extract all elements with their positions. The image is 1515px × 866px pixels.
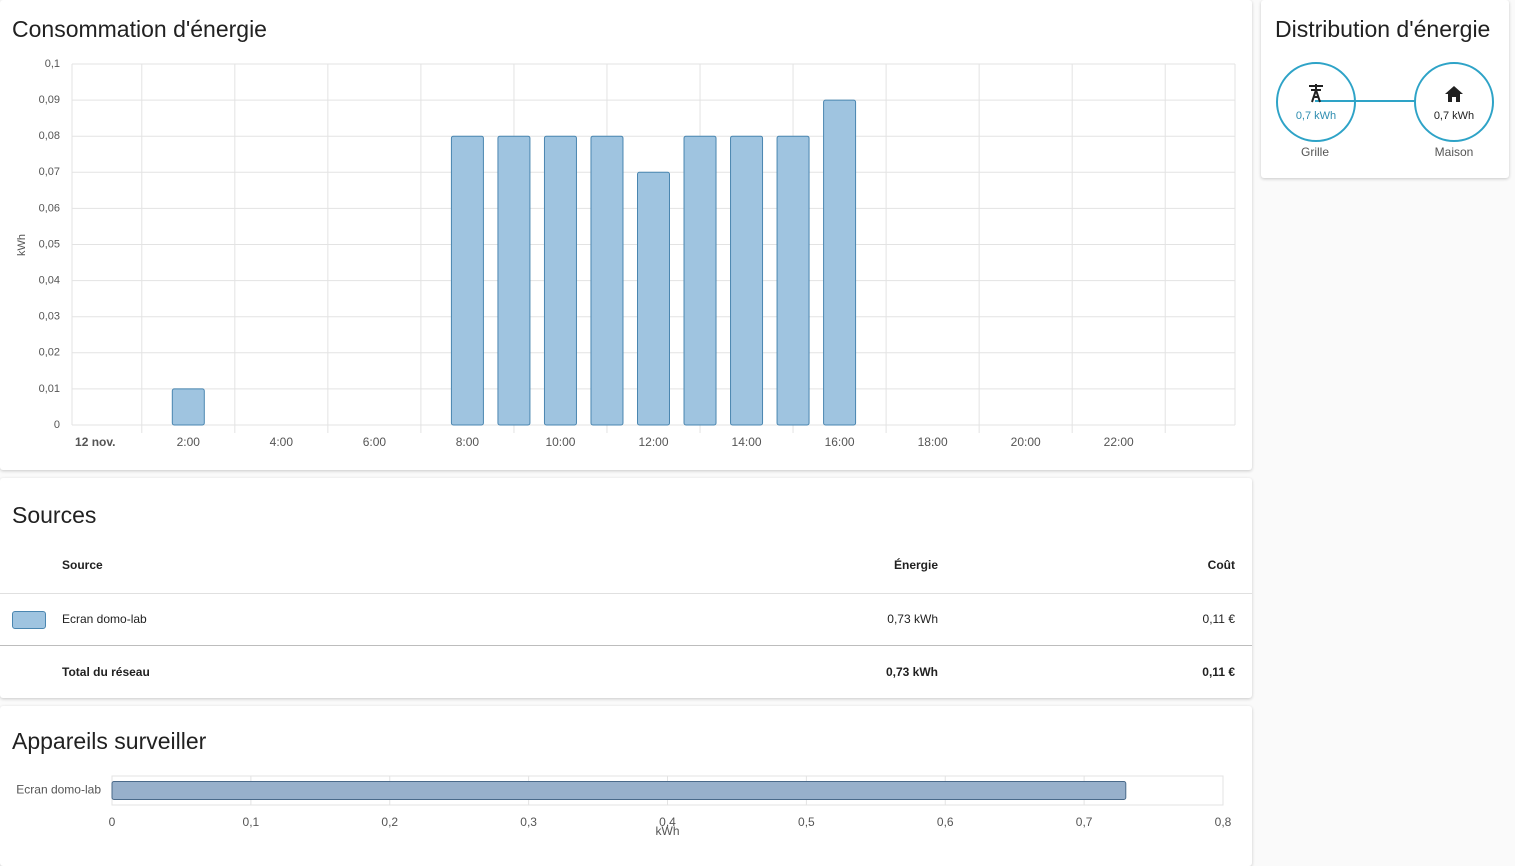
x-tick-label: 22:00: [1104, 435, 1134, 449]
cell: 0,11 €: [1202, 665, 1235, 679]
cell: 0,73 kWh: [885, 665, 938, 679]
x-tick-label: 16:00: [825, 435, 855, 449]
consumption-chart: 0 0,01 0,02 0,03 0,04 0,05 0,06 0,07 0,08 0,09 0,1…: [16, 58, 1236, 449]
bar: [823, 99, 857, 426]
divider: [0, 593, 1252, 594]
header: Source: [62, 558, 103, 572]
header: Coût: [1207, 558, 1235, 572]
x-tick-label: 4:00: [270, 435, 294, 449]
y-tick-label: 0,03: [39, 311, 60, 323]
divider: [0, 645, 1252, 646]
x-tick-label: 18:00: [918, 435, 948, 449]
card-title: Appareils surveiller: [12, 728, 207, 754]
bar: [590, 135, 624, 426]
devices-card: 0 0,1 0,2 0,3 0,4 0,5 0,6 0,7 0,8 kWh Ecran domo-l…: [0, 706, 1252, 866]
y-tick-label: 0,08: [39, 130, 60, 142]
grid-node: 0,7 kWh: [1276, 62, 1356, 142]
card-title: Distribution d'énergie: [1275, 16, 1491, 42]
bar: [543, 135, 577, 426]
x-tick-label: 0,2: [381, 815, 398, 829]
sources-card: Sources Source Énergie Coût Ecran domo-l…: [0, 478, 1252, 698]
flow-line: [1315, 100, 1415, 102]
grid-label: Grille: [1300, 145, 1329, 159]
cell: Total du réseau: [62, 665, 150, 679]
cell: 0,11 €: [1202, 612, 1235, 626]
x-tick-label: 20:00: [1011, 435, 1041, 449]
y-tick-label: 0,06: [39, 202, 60, 214]
y-tick-label: 0,09: [39, 94, 60, 106]
distribution-card: Distribution d'énergie 0,7 kWh 0,7 kWh G…: [1261, 0, 1509, 178]
x-tick-label: 0,1: [243, 815, 260, 829]
x-tick-label: 0,3: [520, 815, 537, 829]
y-axis-label: kWh: [16, 234, 28, 256]
x-tick-label: 12 nov.: [75, 435, 115, 449]
cell: 0,73 kWh: [887, 612, 938, 626]
x-tick-label: 12:00: [638, 435, 668, 449]
x-tick-label: 0,4: [659, 815, 676, 829]
y-tick-label: 0,1: [45, 58, 60, 70]
y-tick-label: Ecran domo-lab: [16, 783, 101, 797]
bar: [171, 388, 205, 426]
y-tick-label: 0,01: [39, 383, 60, 395]
bar: [111, 781, 1127, 800]
x-tick-label: 14:00: [732, 435, 762, 449]
x-axis-label: kWh: [656, 824, 680, 838]
x-tick-label: 6:00: [363, 435, 387, 449]
grid-icon: [1309, 84, 1323, 103]
consumption-card: 0 0,01 0,02 0,03 0,04 0,05 0,06 0,07 0,08 0,09 0,1…: [0, 0, 1252, 470]
home-label: Maison: [1434, 145, 1474, 159]
bar: [730, 135, 764, 426]
header: Énergie: [893, 558, 938, 572]
legend-swatch: [12, 611, 46, 629]
grid-value: 0,7 kWh: [1295, 110, 1337, 122]
x-tick-label: 0,7: [1076, 815, 1093, 829]
bar: [683, 135, 717, 426]
y-tick-label: 0,02: [39, 347, 60, 359]
y-tick-label: 0,05: [39, 238, 60, 250]
x-tick-label: 0,8: [1215, 815, 1232, 829]
card-title: Consommation d'énergie: [12, 16, 267, 42]
home-value: 0,7 kWh: [1433, 110, 1475, 122]
cell: Ecran domo-lab: [62, 612, 147, 626]
bar: [497, 135, 531, 426]
y-tick-label: 0,04: [39, 275, 60, 287]
bar: [637, 171, 670, 426]
bar: [776, 135, 810, 426]
x-tick-label: 2:00: [177, 435, 201, 449]
x-tick-label: 0,6: [937, 815, 954, 829]
home-icon: [1445, 86, 1463, 102]
x-tick-label: 0,5: [798, 815, 815, 829]
x-tick-label: 10:00: [545, 435, 575, 449]
y-tick-label: 0,07: [39, 166, 60, 178]
x-tick-label: 8:00: [456, 435, 480, 449]
devices-chart: 0 0,1 0,2 0,3 0,4 0,5 0,6 0,7 0,8 kWh Ecran domo-l…: [16, 775, 1232, 838]
x-tick-label: 0: [109, 815, 116, 829]
bar: [450, 135, 484, 426]
y-tick-label: 0: [54, 419, 60, 431]
card-title: Sources: [12, 502, 97, 528]
home-node: 0,7 kWh: [1414, 62, 1494, 142]
